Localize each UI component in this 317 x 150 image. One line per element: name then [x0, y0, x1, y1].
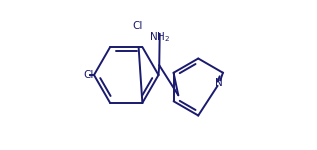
Text: NH$_2$: NH$_2$	[149, 31, 170, 44]
Text: Cl: Cl	[132, 21, 142, 31]
Text: Cl: Cl	[83, 70, 94, 80]
Text: N: N	[215, 78, 223, 88]
